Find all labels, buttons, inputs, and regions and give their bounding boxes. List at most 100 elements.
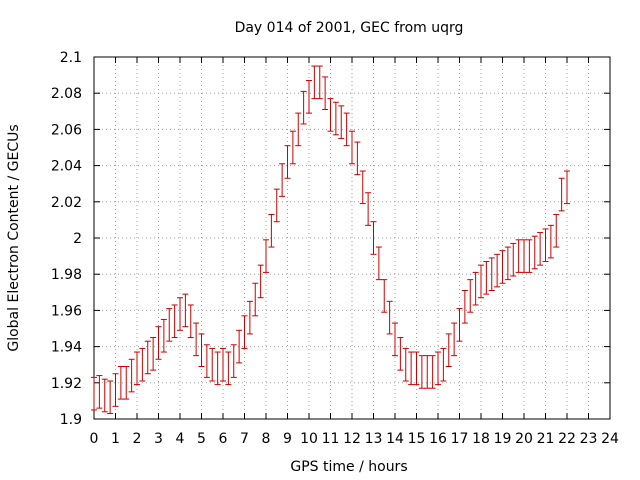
data-point bbox=[134, 351, 140, 386]
data-point bbox=[273, 188, 280, 223]
data-point bbox=[155, 326, 162, 360]
x-tick-label: 9 bbox=[283, 431, 292, 447]
x-tick-label: 3 bbox=[154, 431, 163, 447]
data-point bbox=[440, 347, 447, 382]
data-point bbox=[150, 337, 157, 371]
x-tick-label: 6 bbox=[219, 431, 228, 447]
y-tick-label: 1.98 bbox=[51, 267, 82, 283]
data-point bbox=[521, 239, 527, 273]
data-point bbox=[263, 239, 269, 273]
data-point bbox=[144, 340, 151, 375]
x-tick-label: 2 bbox=[133, 431, 142, 447]
tick-marks bbox=[93, 56, 611, 420]
data-point bbox=[214, 351, 221, 386]
data-point bbox=[365, 192, 372, 226]
x-tick-label: 24 bbox=[601, 431, 619, 447]
data-point bbox=[413, 351, 420, 386]
data-point bbox=[456, 308, 463, 342]
y-tick-label: 2.08 bbox=[51, 86, 82, 102]
x-tick-label: 17 bbox=[451, 431, 469, 447]
data-point bbox=[128, 358, 135, 393]
data-point bbox=[467, 279, 474, 313]
data-point bbox=[510, 242, 517, 277]
x-tick-label: 16 bbox=[429, 431, 447, 447]
x-tick-label: 5 bbox=[197, 431, 206, 447]
data-point bbox=[322, 76, 329, 110]
y-tick-label: 2.06 bbox=[51, 122, 82, 138]
data-point bbox=[203, 344, 210, 378]
data-point bbox=[445, 333, 452, 368]
x-tick-labels: 0 1 2 3 4 5 6 7 8 9 10 11 12 13 14 15 16 17 18 19 20 21 22 23 24 bbox=[90, 431, 619, 447]
x-tick-label: 23 bbox=[580, 431, 598, 447]
x-tick-label: 18 bbox=[472, 431, 490, 447]
data-point bbox=[424, 355, 431, 389]
data-point bbox=[220, 347, 226, 382]
data-point bbox=[526, 239, 533, 273]
data-point bbox=[160, 318, 167, 353]
data-point bbox=[139, 347, 146, 382]
data-point bbox=[311, 65, 318, 100]
data-point bbox=[494, 253, 501, 288]
data-point bbox=[483, 261, 490, 295]
y-tick-label: 1.96 bbox=[51, 303, 82, 319]
grid bbox=[93, 56, 611, 420]
data-point bbox=[402, 347, 409, 382]
data-point bbox=[370, 221, 377, 255]
data-point bbox=[295, 112, 302, 147]
x-tick-label: 22 bbox=[558, 431, 576, 447]
x-tick-label: 19 bbox=[494, 431, 512, 447]
data-point bbox=[504, 246, 511, 281]
data-point bbox=[252, 282, 259, 317]
data-point bbox=[392, 322, 398, 357]
data-point bbox=[408, 351, 415, 386]
data-point bbox=[564, 170, 570, 205]
data-point bbox=[354, 141, 361, 176]
data-point bbox=[198, 333, 205, 368]
y-tick-label: 1.94 bbox=[51, 340, 82, 356]
data-point bbox=[537, 232, 544, 266]
data-point bbox=[306, 80, 312, 114]
data-point bbox=[488, 257, 495, 291]
data-point bbox=[478, 264, 484, 299]
data-point bbox=[381, 279, 388, 313]
data-point bbox=[349, 130, 355, 165]
data-point bbox=[343, 112, 350, 147]
data-point bbox=[429, 355, 436, 389]
data-point bbox=[182, 293, 189, 328]
x-tick-label: 12 bbox=[343, 431, 361, 447]
data-point bbox=[553, 213, 560, 248]
data-point bbox=[338, 105, 345, 139]
data-series bbox=[91, 65, 570, 415]
data-point bbox=[268, 213, 275, 248]
data-point bbox=[397, 337, 404, 371]
data-point bbox=[236, 329, 243, 364]
data-point bbox=[359, 170, 366, 205]
x-tick-label: 7 bbox=[240, 431, 249, 447]
data-point bbox=[187, 304, 194, 339]
data-point bbox=[515, 239, 522, 273]
data-point bbox=[531, 235, 538, 270]
data-point bbox=[472, 271, 479, 306]
x-tick-label: 1 bbox=[111, 431, 120, 447]
data-point bbox=[117, 366, 124, 400]
data-point bbox=[209, 347, 216, 382]
x-tick-label: 20 bbox=[515, 431, 533, 447]
data-point bbox=[246, 300, 253, 335]
data-point bbox=[327, 98, 334, 132]
data-point bbox=[316, 65, 323, 100]
data-point bbox=[547, 224, 554, 259]
data-point bbox=[284, 145, 291, 179]
x-axis-label: GPS time / hours bbox=[290, 459, 407, 475]
data-point bbox=[166, 308, 173, 342]
data-point bbox=[332, 101, 339, 136]
data-point bbox=[193, 322, 200, 357]
x-tick-label: 10 bbox=[300, 431, 318, 447]
y-tick-label: 2.02 bbox=[51, 195, 82, 211]
x-tick-label: 0 bbox=[90, 431, 99, 447]
data-point bbox=[279, 163, 286, 197]
data-point bbox=[461, 289, 468, 324]
data-point bbox=[435, 351, 441, 386]
x-tick-label: 4 bbox=[176, 431, 185, 447]
data-point bbox=[558, 177, 565, 212]
